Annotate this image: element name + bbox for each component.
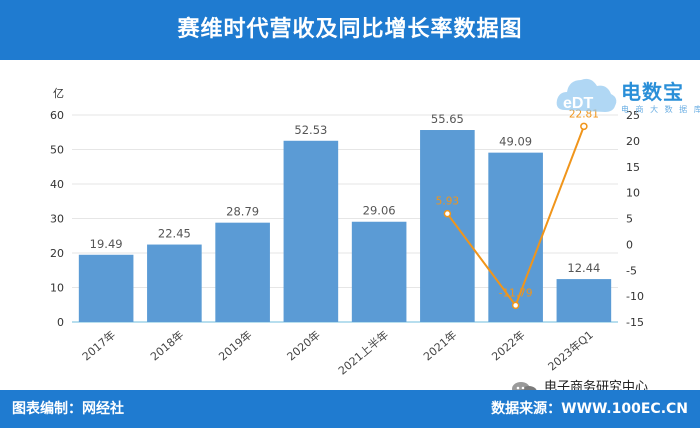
y2-tick-label: 0 [626,238,633,251]
bar [147,244,202,322]
growth-label: -11.79 [499,287,533,299]
x-tick-label: 2020年 [284,328,323,364]
x-tick-label: 2019年 [216,328,255,364]
y-tick-label: 10 [50,282,64,295]
cloud-logo-icon: eDT [556,78,617,112]
y2-tick-label: 15 [626,161,640,174]
page-title: 赛维时代营收及同比增长率数据图 [177,17,523,42]
x-tick-label: 2022年 [489,328,528,364]
bar-value-label: 19.49 [90,237,123,251]
footer-source: 数据来源：WWW.100EC.CN [491,401,688,417]
bar [215,222,270,322]
bar-value-label: 55.65 [431,112,464,126]
y-tick-label: 0 [57,316,64,329]
logo: eDT 电数宝 电 商 大 数 据 库 [555,66,700,122]
bar [556,279,612,322]
header-bar: 赛维时代营收及同比增长率数据图 [0,0,700,60]
growth-point [443,209,452,218]
bar-value-label: 12.44 [567,261,600,275]
y2-tick-label: -10 [626,290,644,303]
growth-point [511,301,520,310]
y-tick-label: 30 [50,213,64,226]
growth-label: 5.93 [436,196,459,208]
x-tick-label: 2021上半年 [335,328,391,378]
y2-tick-label: 25 [626,109,640,122]
y-tick-label: 60 [50,109,64,122]
logo-mark: eDT [563,95,593,112]
bar-value-label: 52.53 [294,123,327,137]
bar-value-label: 29.06 [363,204,396,218]
y2-tick-label: -15 [626,316,644,329]
bar [78,254,134,322]
bar-value-label: 22.45 [158,227,191,241]
y2-tick-label: 10 [626,187,640,200]
growth-point [580,122,588,131]
y-tick-label: 20 [50,247,64,260]
bar [351,221,407,322]
y2-tick-label: -5 [626,264,637,277]
footer-bar: 图表编制：网经社 数据来源：WWW.100EC.CN [0,390,700,428]
y-tick-label: 50 [50,144,64,157]
logo-text: 电数宝 [621,80,684,104]
x-tick-label: 2021年 [420,328,459,364]
footer-credit: 图表编制：网经社 [12,401,124,417]
bar [283,140,339,322]
y-tick-label: 40 [50,178,64,191]
y2-tick-label: 5 [626,213,633,226]
revenue-chart: 0 10 20 30 40 50 60 -15 -10 -5 0 5 10 15 20 25 亿 19.49 22.… [50,87,644,378]
x-tick-label: 2018年 [147,328,186,364]
bar-value-label: 28.79 [226,205,259,219]
logo-subtext: 电 商 大 数 据 库 [621,105,700,114]
y2-tick-label: 20 [626,135,640,148]
bar [488,152,543,322]
y-axis-unit: 亿 [53,87,64,100]
x-tick-label: 2017年 [79,328,118,364]
bar [420,130,475,322]
bar-value-label: 49.09 [499,135,532,149]
x-tick-label: 2023年Q1 [545,328,596,374]
growth-label: 22.81 [569,108,599,120]
